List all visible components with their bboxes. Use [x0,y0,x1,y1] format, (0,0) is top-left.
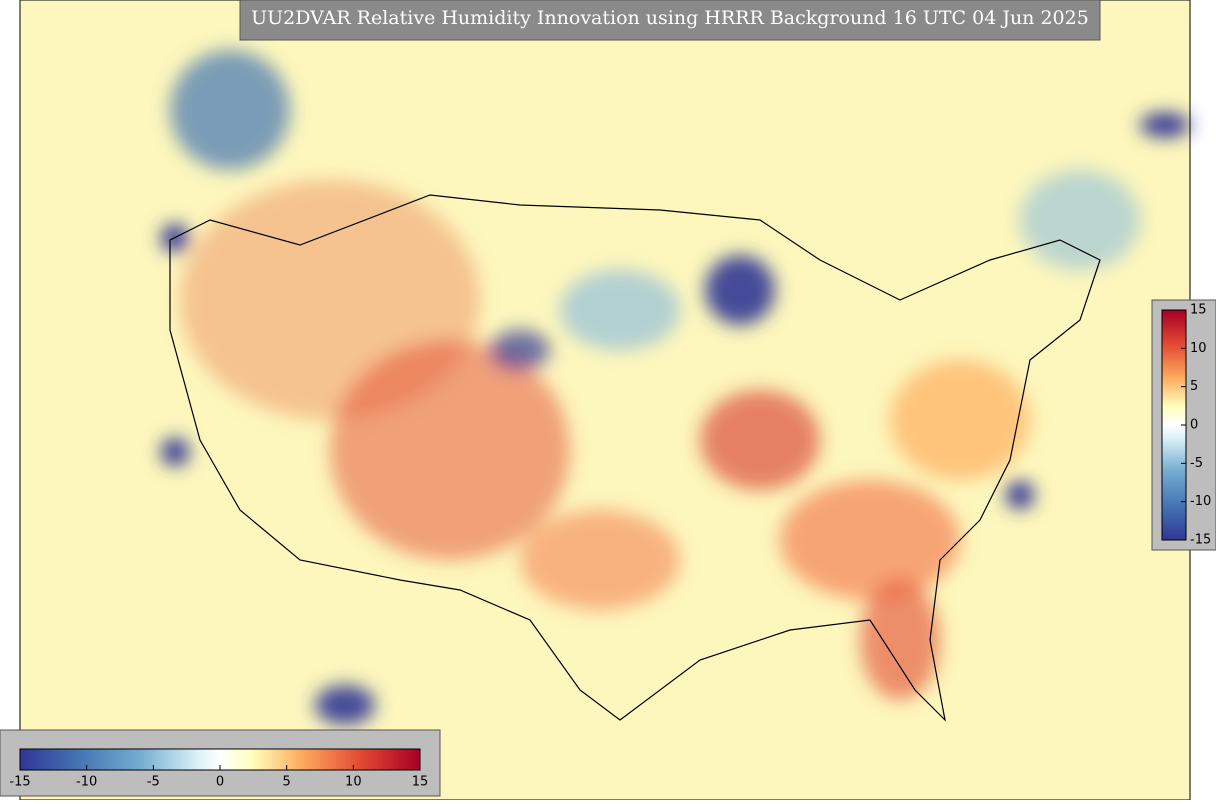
title: UU2DVAR Relative Humidity Innovation usi… [251,7,1089,29]
tick-label: -15 [1190,533,1211,548]
tick-label: 15 [412,775,429,790]
tick-label: 0 [216,775,224,790]
title-box [239,0,1101,41]
tick-label: 15 [1190,303,1207,318]
tick-label: -5 [147,775,160,790]
tick-label: -15 [9,775,30,790]
tick-label: 10 [1190,341,1207,356]
field [161,50,1190,725]
coastline [169,194,1101,722]
tick-label: -5 [1190,456,1203,471]
tick-label: 10 [345,775,362,790]
tick-label: 0 [1190,418,1198,433]
tick-label: 5 [283,775,291,790]
tick-label: -10 [76,775,97,790]
tick-label: -10 [1190,494,1211,509]
tick-label: 5 [1190,379,1198,394]
